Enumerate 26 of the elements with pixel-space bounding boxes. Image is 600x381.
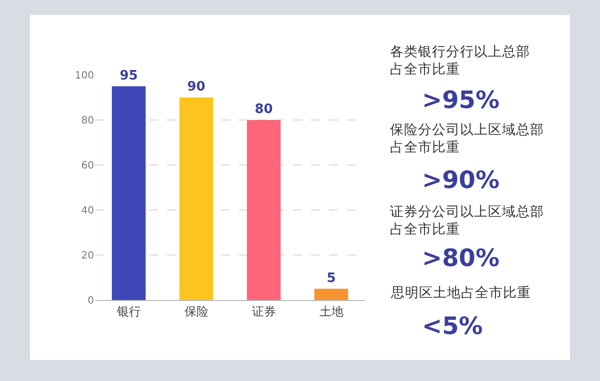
bar <box>179 98 214 300</box>
y-tick-label: 20 <box>81 250 94 262</box>
text: 证券分公司以上区域总部占全市比重 <box>390 204 544 238</box>
bar <box>246 120 281 300</box>
text: <5% <box>422 312 483 340</box>
data-label: 90 <box>187 80 206 94</box>
y-tick-label: 80 <box>81 116 94 126</box>
text: >80% <box>422 244 500 272</box>
x-tick-label: 银行 <box>116 304 141 318</box>
x-tick-label: 保险 <box>184 304 208 318</box>
text: 保险分公司以上区域总部占全市比重 <box>390 122 544 156</box>
text: 各类银行分行以上总部占全市比重 <box>390 44 530 78</box>
text: >90% <box>422 166 500 194</box>
data-label: 80 <box>254 102 273 117</box>
text: >95% <box>422 86 500 114</box>
y-tick-label: 100 <box>74 70 94 82</box>
y-tick-label: 0 <box>88 296 94 306</box>
data-label: 5 <box>326 270 336 286</box>
y-tick-label: 40 <box>81 206 94 216</box>
text: 思明区土地占全市比重 <box>390 285 531 301</box>
x-tick-label: 土地 <box>319 304 344 318</box>
y-tick-label: 60 <box>81 160 94 172</box>
bar <box>314 288 348 300</box>
bar <box>112 86 146 300</box>
data-label: 95 <box>120 68 138 84</box>
x-tick-label: 证券 <box>252 304 276 318</box>
